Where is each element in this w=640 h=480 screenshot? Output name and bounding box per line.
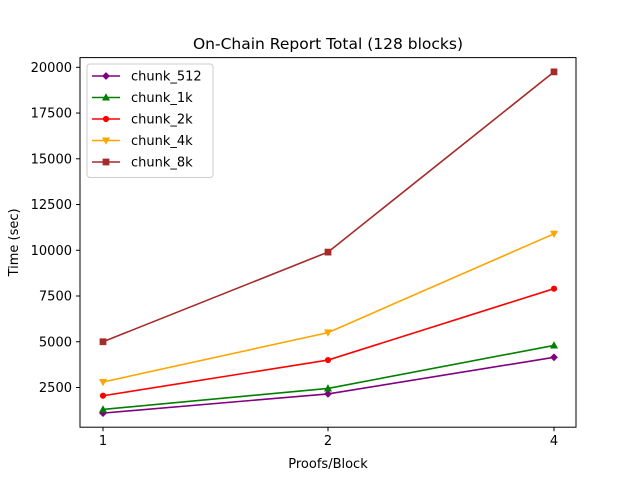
data-point bbox=[99, 338, 107, 346]
legend: chunk_512 chunk_1k chunk_2k chunk_4k chunk_8… bbox=[86, 63, 214, 178]
series-chunk-1k bbox=[98, 341, 559, 413]
data-point bbox=[324, 248, 332, 256]
legend-marker bbox=[101, 137, 111, 145]
series-layer bbox=[98, 68, 559, 418]
data-point bbox=[323, 384, 333, 392]
legend-label: chunk_2k bbox=[131, 113, 193, 128]
legend-item: chunk_1k bbox=[92, 91, 193, 106]
legend-item: chunk_4k bbox=[92, 134, 193, 149]
y-axis-label: Time (sec) bbox=[7, 208, 22, 277]
axes-frame bbox=[79, 57, 577, 428]
series-chunk-4k bbox=[98, 230, 559, 387]
legend-label: chunk_1k bbox=[131, 91, 193, 106]
data-point bbox=[549, 230, 559, 239]
legend-label: chunk_512 bbox=[131, 70, 202, 85]
series-chunk-2k bbox=[99, 285, 558, 399]
y-tick-label: 17500 bbox=[31, 107, 72, 122]
data-point bbox=[550, 285, 558, 292]
y-tick-label: 5000 bbox=[39, 335, 72, 350]
x-tick-label: 4 bbox=[550, 434, 558, 449]
legend-item: chunk_8k bbox=[92, 156, 193, 171]
y-tick-label: 10000 bbox=[31, 244, 72, 259]
legend-marker bbox=[102, 158, 110, 166]
data-point bbox=[549, 341, 559, 349]
legend-box bbox=[86, 63, 214, 178]
data-point bbox=[550, 68, 558, 76]
data-point bbox=[324, 389, 332, 398]
y-tick-label: 12500 bbox=[31, 198, 72, 213]
y-tick-label: 20000 bbox=[31, 61, 72, 76]
data-point bbox=[98, 405, 108, 413]
x-tick-label: 1 bbox=[99, 434, 107, 449]
series-chunk-8k bbox=[99, 68, 558, 346]
y-axis-ticks: 2500 5000 7500 10000 12500 15000 17500 20000 bbox=[31, 61, 80, 396]
data-point bbox=[98, 378, 108, 387]
legend-item: chunk_512 bbox=[92, 70, 202, 85]
y-tick-label: 2500 bbox=[39, 381, 72, 396]
legend-item: chunk_2k bbox=[92, 113, 193, 128]
legend-label: chunk_8k bbox=[131, 156, 193, 171]
y-tick-label: 7500 bbox=[39, 290, 72, 305]
legend-label: chunk_4k bbox=[131, 134, 193, 149]
chart-title: On-Chain Report Total (128 blocks) bbox=[193, 35, 463, 53]
x-axis-label: Proofs/Block bbox=[288, 457, 368, 472]
x-tick-label: 2 bbox=[324, 434, 332, 449]
data-point bbox=[550, 353, 558, 362]
legend-marker bbox=[102, 72, 110, 80]
data-point bbox=[324, 356, 332, 364]
legend-marker bbox=[102, 115, 110, 123]
y-tick-label: 15000 bbox=[31, 152, 72, 167]
data-point bbox=[99, 392, 107, 399]
x-axis-ticks: 1 2 4 bbox=[99, 427, 558, 449]
data-point bbox=[323, 329, 333, 337]
legend-marker bbox=[101, 93, 111, 101]
